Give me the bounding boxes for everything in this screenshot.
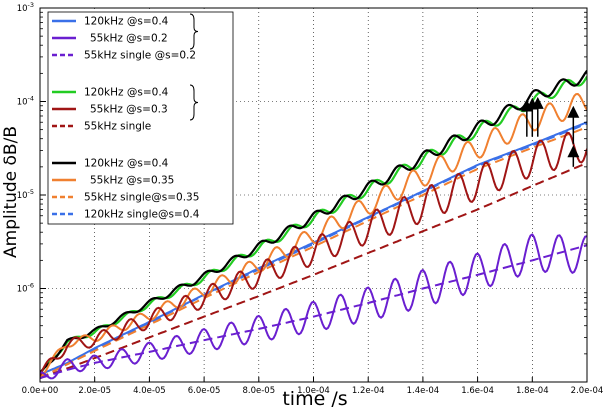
x-tick-label: 6.0e-05 (188, 386, 221, 396)
x-tick-label: 8.0e-05 (242, 386, 275, 396)
legend-brace (189, 13, 199, 50)
legend-label: 55kHz @s=0.35 (90, 175, 174, 187)
series-layer (40, 70, 587, 380)
legend-label: 55kHz single@s=0.35 (84, 192, 199, 204)
series-line-4 (40, 93, 587, 378)
y-axis-label: Amplitude δB/B (1, 126, 21, 258)
legend: 120kHz @s=0.4 55kHz @s=0.2 55kHz single @s… (47, 11, 234, 225)
x-tick-label: 1.4e-04 (407, 386, 440, 396)
x-tick-label: 1.2e-04 (352, 386, 385, 396)
x-tick-label: 1.0e-04 (297, 386, 330, 396)
x-tick-label: 0.0e+00 (22, 386, 59, 396)
x-tick-label: 1.6e-04 (461, 386, 494, 396)
legend-label: 120kHz @s=0.4 (84, 158, 169, 170)
x-axis-ticks: 0.0e+00 2.0e-05 4.0e-05 6.0e-05 8.0e-05 1.0e-… (22, 377, 604, 396)
series-line-9 (40, 244, 587, 380)
legend-brace (189, 84, 199, 121)
legend-label: 55kHz single @s=0.2 (84, 50, 196, 62)
series-line-5 (40, 126, 587, 379)
y-tick-label: 10-3 (17, 1, 34, 14)
y-tick-label: 10-4 (17, 95, 34, 108)
series-line-8 (40, 233, 587, 380)
x-axis-label: time /s (282, 388, 347, 409)
legend-label: 120kHz @s=0.4 (84, 87, 169, 99)
legend-box (47, 11, 234, 225)
x-tick-label: 1.8e-04 (516, 386, 549, 396)
annotations (520, 96, 580, 167)
y-tick-label: 10-6 (17, 282, 34, 295)
legend-label: 55kHz @s=0.3 (90, 104, 168, 116)
legend-label: 120kHz single@s=0.4 (84, 209, 200, 221)
y-axis-ticks: 10-610-510-410-3 (17, 1, 587, 355)
series-line-3 (40, 122, 587, 379)
legend-label: 55kHz @s=0.2 (90, 33, 168, 45)
x-tick-label: 2.0e-04 (571, 386, 604, 396)
legend-label: 120kHz @s=0.4 (84, 16, 169, 28)
series-line-6 (40, 131, 587, 377)
x-tick-label: 2.0e-05 (78, 386, 111, 396)
x-tick-label: 4.0e-05 (133, 386, 166, 396)
series-line-1 (40, 70, 587, 374)
legend-label: 55kHz single (84, 121, 151, 133)
